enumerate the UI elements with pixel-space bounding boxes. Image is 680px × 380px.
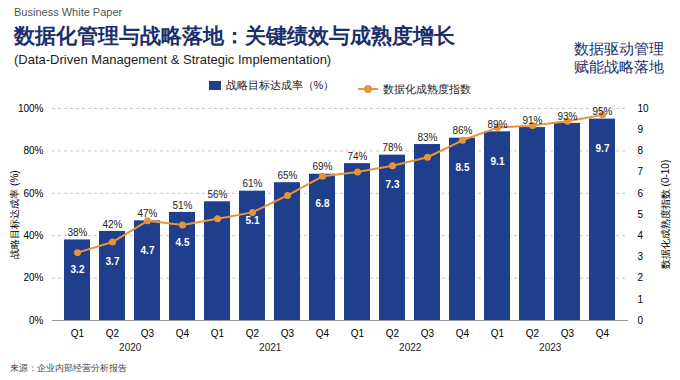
svg-text:51%: 51% <box>172 200 192 211</box>
svg-text:Q1: Q1 <box>351 328 365 339</box>
svg-text:6.8: 6.8 <box>316 198 330 209</box>
svg-text:4: 4 <box>638 230 644 241</box>
svg-text:9: 9 <box>638 124 644 135</box>
svg-text:Q4: Q4 <box>316 328 330 339</box>
svg-text:65%: 65% <box>277 170 297 181</box>
svg-text:8: 8 <box>638 145 644 156</box>
svg-text:69%: 69% <box>312 161 332 172</box>
html-text:战略目标达成率（%）: 战略目标达成率（%） <box>225 79 335 91</box>
svg-text:数据化成熟度指数 (0-10): 数据化成熟度指数 (0-10) <box>660 160 671 269</box>
svg-text:2: 2 <box>638 272 644 283</box>
svg-text:4.7: 4.7 <box>141 245 155 256</box>
svg-text:Q3: Q3 <box>281 328 295 339</box>
svg-text:Q3: Q3 <box>421 328 435 339</box>
svg-text:40%: 40% <box>23 230 43 241</box>
svg-text:Q1: Q1 <box>71 328 85 339</box>
svg-text:2021: 2021 <box>259 342 282 353</box>
svg-text:Q4: Q4 <box>596 328 610 339</box>
svg-text:100%: 100% <box>18 103 44 114</box>
html-text:数据化管理与战略落地：关键绩效与成熟度增长: 数据化管理与战略落地：关键绩效与成熟度增长 <box>14 24 455 47</box>
svg-text:47%: 47% <box>137 208 157 219</box>
svg-text:3: 3 <box>638 251 644 262</box>
html-text:赋能战略落地: 赋能战略落地 <box>574 58 664 75</box>
svg-text:Q2: Q2 <box>106 328 120 339</box>
svg-text:Q1: Q1 <box>491 328 505 339</box>
svg-text:2020: 2020 <box>119 342 142 353</box>
svg-text:38%: 38% <box>67 227 87 238</box>
svg-text:80%: 80% <box>23 145 43 156</box>
svg-text:Q4: Q4 <box>456 328 470 339</box>
svg-text:9.1: 9.1 <box>491 156 505 167</box>
svg-text:0: 0 <box>638 315 644 326</box>
html-text:数据化成熟度指数: 数据化成熟度指数 <box>383 82 472 95</box>
html-text:来源：企业内部经营分析报告: 来源：企业内部经营分析报告 <box>10 363 127 373</box>
svg-text:20%: 20% <box>23 272 43 283</box>
svg-text:1: 1 <box>638 294 644 305</box>
svg-text:42%: 42% <box>102 219 122 230</box>
svg-text:83%: 83% <box>417 132 437 143</box>
svg-text:3.7: 3.7 <box>106 256 120 267</box>
svg-text:9.7: 9.7 <box>596 143 610 154</box>
svg-text:7: 7 <box>638 166 644 177</box>
svg-text:74%: 74% <box>347 151 367 162</box>
svg-text:86%: 86% <box>452 125 472 136</box>
svg-text:Q3: Q3 <box>561 328 575 339</box>
svg-text:Q2: Q2 <box>526 328 540 339</box>
svg-text:61%: 61% <box>242 178 262 189</box>
svg-text:8.5: 8.5 <box>456 162 470 173</box>
svg-text:10: 10 <box>638 103 650 114</box>
html-text:数据驱动管理: 数据驱动管理 <box>574 40 664 57</box>
svg-text:Q3: Q3 <box>141 328 155 339</box>
svg-text:Q4: Q4 <box>176 328 190 339</box>
svg-text:6: 6 <box>638 188 644 199</box>
svg-text:5.1: 5.1 <box>246 215 260 226</box>
html-text:(Data-Driven Management & Stra: (Data-Driven Management & Strategic Impl… <box>14 52 332 67</box>
svg-text:78%: 78% <box>382 142 402 153</box>
svg-text:Q2: Q2 <box>246 328 260 339</box>
svg-text:2023: 2023 <box>539 342 562 353</box>
svg-text:战略目标达成率 (%): 战略目标达成率 (%) <box>9 170 20 258</box>
svg-text:4.5: 4.5 <box>176 237 190 248</box>
svg-text:93%: 93% <box>557 111 577 122</box>
svg-text:89%: 89% <box>487 119 507 130</box>
svg-text:2022: 2022 <box>399 342 422 353</box>
svg-text:60%: 60% <box>23 188 43 199</box>
svg-text:7.3: 7.3 <box>386 179 400 190</box>
html-text:Business White Paper: Business White Paper <box>14 6 123 18</box>
svg-text:95%: 95% <box>592 106 612 117</box>
svg-text:5: 5 <box>638 209 644 220</box>
svg-text:91%: 91% <box>522 115 542 126</box>
svg-text:Q2: Q2 <box>386 328 400 339</box>
svg-text:0%: 0% <box>29 315 44 326</box>
svg-text:Q1: Q1 <box>211 328 225 339</box>
svg-text:56%: 56% <box>207 189 227 200</box>
svg-text:3.2: 3.2 <box>71 264 85 275</box>
